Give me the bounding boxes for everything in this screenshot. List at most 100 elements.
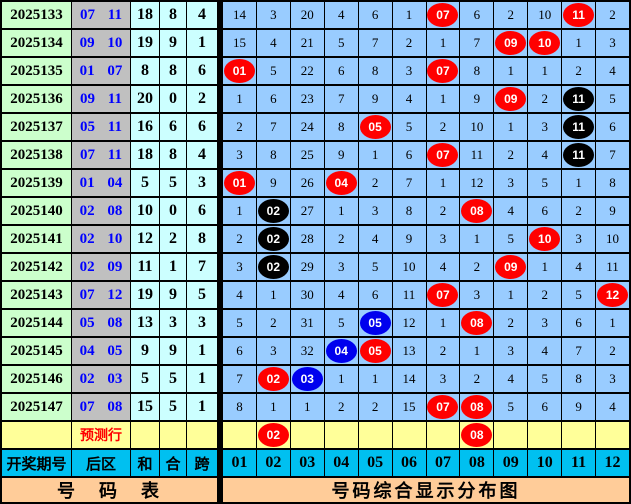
grid-cell: 2 [324,226,358,252]
prediction-cell [223,422,256,448]
tail-cell: 5 [160,170,186,196]
period-cell: 2025146 [2,366,71,392]
header-number-03: 03 [290,450,324,476]
number-ball-red: 07 [427,59,459,83]
number-ball-black: 02 [257,255,289,279]
grid-cell: 4 [494,198,528,224]
header-number-07: 07 [426,450,460,476]
number-ball-red: 09 [495,255,527,279]
grid-cell: 30 [290,282,324,308]
vertical-divider [218,310,222,336]
prediction-tail-cell [160,422,186,448]
grid-cell: 2 [596,2,629,28]
back-numbers-cell: 01 04 [72,170,130,196]
tail-cell: 9 [160,338,186,364]
grid-cell: 1 [223,86,256,112]
span-cell: 8 [187,226,217,252]
sum-cell: 11 [131,254,159,280]
grid-cell: 3 [494,170,528,196]
grid-cell: 27 [290,198,324,224]
grid-cell: 2 [562,198,596,224]
grid-cell: 3 [223,142,256,168]
grid-cell: 2 [256,310,290,336]
grid-cell: 1 [562,30,596,56]
grid-cell: 15 [392,394,426,420]
grid-cell: 09 [494,86,528,112]
grid-cell: 9 [324,142,358,168]
grid-cell: 13 [392,338,426,364]
grid-cell: 7 [358,30,392,56]
grid-cell: 03 [290,366,324,392]
number-ball-red: 11 [563,3,595,27]
grid-cell: 3 [596,30,629,56]
grid-cell: 1 [392,2,426,28]
prediction-cell [426,422,460,448]
grid-cell: 20 [290,2,324,28]
grid-cell: 7 [256,114,290,140]
grid-cell: 4 [256,30,290,56]
span-cell: 1 [187,366,217,392]
back-numbers-cell: 02 03 [72,366,130,392]
grid-cell: 5 [324,30,358,56]
grid-cell: 4 [596,58,629,84]
grid-cell: 3 [494,338,528,364]
grid-cell: 10 [528,2,562,28]
grid-cell: 11 [460,142,494,168]
back-numbers-cell: 07 08 [72,394,130,420]
grid-cell: 6 [596,114,629,140]
grid-cell: 9 [562,394,596,420]
header-span: 跨 [187,450,217,476]
vertical-divider [218,58,222,84]
grid-cell: 2 [426,114,460,140]
tail-cell: 8 [160,2,186,28]
period-cell: 2025142 [2,254,71,280]
period-cell: 2025135 [2,58,71,84]
grid-cell: 2 [528,282,562,308]
grid-cell: 3 [324,254,358,280]
grid-cell: 1 [528,58,562,84]
grid-cell: 3 [460,282,494,308]
sum-cell: 18 [131,2,159,28]
grid-cell: 11 [562,142,596,168]
number-ball-black: 11 [563,115,595,139]
grid-cell: 2 [223,114,256,140]
grid-cell: 01 [223,170,256,196]
number-ball-red: 07 [427,283,459,307]
grid-cell: 11 [562,2,596,28]
back-numbers-cell: 05 08 [72,310,130,336]
number-ball-red: 07 [427,395,459,419]
grid-cell: 1 [324,366,358,392]
grid-cell: 3 [358,198,392,224]
vertical-divider [218,450,222,476]
grid-cell: 4 [494,366,528,392]
grid-cell: 2 [494,142,528,168]
sum-cell: 19 [131,30,159,56]
vertical-divider [218,30,222,56]
grid-cell: 1 [494,58,528,84]
span-cell: 6 [187,114,217,140]
prediction-cell [528,422,562,448]
grid-cell: 02 [256,226,290,252]
tail-cell: 9 [160,282,186,308]
grid-cell: 02 [256,198,290,224]
number-ball-red: 08 [461,199,493,223]
grid-cell: 9 [596,198,629,224]
tail-cell: 9 [160,30,186,56]
grid-cell: 24 [290,114,324,140]
sum-cell: 12 [131,226,159,252]
grid-cell: 1 [223,198,256,224]
grid-cell: 9 [256,170,290,196]
grid-cell: 4 [562,254,596,280]
grid-cell: 6 [392,142,426,168]
grid-cell: 2 [460,366,494,392]
vertical-divider [218,254,222,280]
vertical-divider [218,114,222,140]
grid-cell: 08 [460,198,494,224]
prediction-cell [562,422,596,448]
grid-cell: 4 [596,394,629,420]
back-numbers-cell: 09 10 [72,30,130,56]
sum-cell: 13 [131,310,159,336]
grid-cell: 4 [324,2,358,28]
prediction-label: 预测行 [72,422,130,448]
sum-cell: 20 [131,86,159,112]
